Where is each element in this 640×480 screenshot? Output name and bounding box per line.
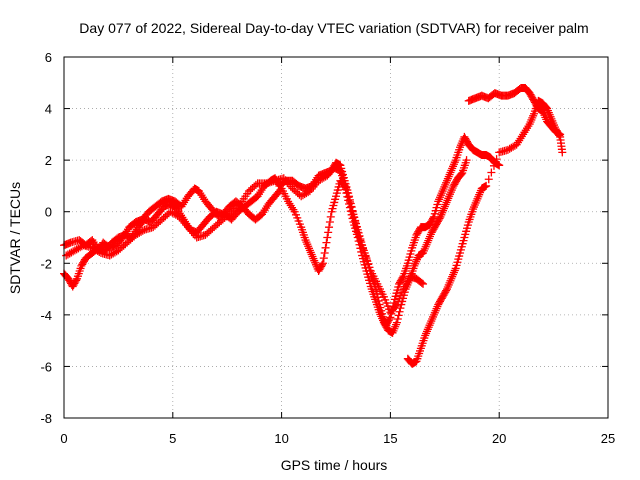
data-point [392,318,401,327]
data-point [356,236,365,245]
data-point [360,248,369,257]
x-tick-label: 5 [169,431,176,446]
data-point [361,252,370,261]
data-point [321,243,330,252]
data-point [462,156,471,165]
data-point [482,181,491,190]
y-tick-label: 4 [45,102,52,117]
data-point [365,263,374,272]
data-point [343,188,352,197]
data-point [489,161,498,170]
data-point [358,244,367,253]
y-axis: -8 -6 -4 -2 0 2 4 6 [40,50,608,426]
data-point [417,278,426,287]
data-point [345,197,354,206]
data-point [318,259,327,268]
data-point [487,168,496,177]
data-point [325,218,334,227]
data-point [398,273,407,282]
y-tick-label: -6 [40,359,52,374]
x-tick-label: 0 [60,431,67,446]
data-point [347,202,356,211]
y-axis-label: SDTVAR / TECUs [7,182,23,294]
data-point [457,170,466,179]
data-point [351,218,360,227]
data-point [435,214,444,223]
data-point [357,240,366,249]
data-point [340,179,349,188]
data-point [344,193,353,202]
data-point [394,311,403,320]
data-point [419,279,428,288]
x-axis-label: GPS time / hours [281,457,388,473]
data-point [319,254,328,263]
y-tick-label: 6 [45,50,52,65]
data-point [323,233,332,242]
data-point [395,307,404,316]
data-point [484,175,493,184]
data-point [95,247,104,256]
data-point [385,314,394,323]
data-point [322,238,331,247]
y-tick-label: -4 [40,308,52,323]
data-point [362,256,371,265]
data-point [320,248,329,257]
data-point [391,302,400,311]
data-point [326,212,335,221]
y-tick-label: 2 [45,153,52,168]
x-tick-label: 10 [274,431,288,446]
data-point [352,223,361,232]
y-tick-label: -2 [40,256,52,271]
data-points [60,83,567,368]
data-point [393,314,402,323]
grid [64,57,608,418]
data-point [349,212,358,221]
data-point [558,148,567,157]
y-tick-label: 0 [45,205,52,220]
x-axis: 0 5 10 15 20 25 [60,57,615,446]
y-tick-label: -8 [40,411,52,426]
data-point [555,131,564,140]
data-point [353,228,362,237]
data-point [72,276,81,285]
data-point [234,201,243,210]
x-tick-label: 20 [492,431,506,446]
data-point [325,223,334,232]
data-point [342,183,351,192]
data-point [355,232,364,241]
x-tick-label: 15 [383,431,397,446]
data-point [364,259,373,268]
data-point [324,228,333,237]
data-point [251,180,260,189]
chart-title: Day 077 of 2022, Sidereal Day-to-day VTE… [79,20,588,36]
data-point [492,155,501,164]
x-tick-label: 25 [601,431,615,446]
plot-frame [63,56,609,419]
data-point [138,226,147,235]
data-point [442,286,451,295]
data-point [348,207,357,216]
data-point [318,260,327,269]
